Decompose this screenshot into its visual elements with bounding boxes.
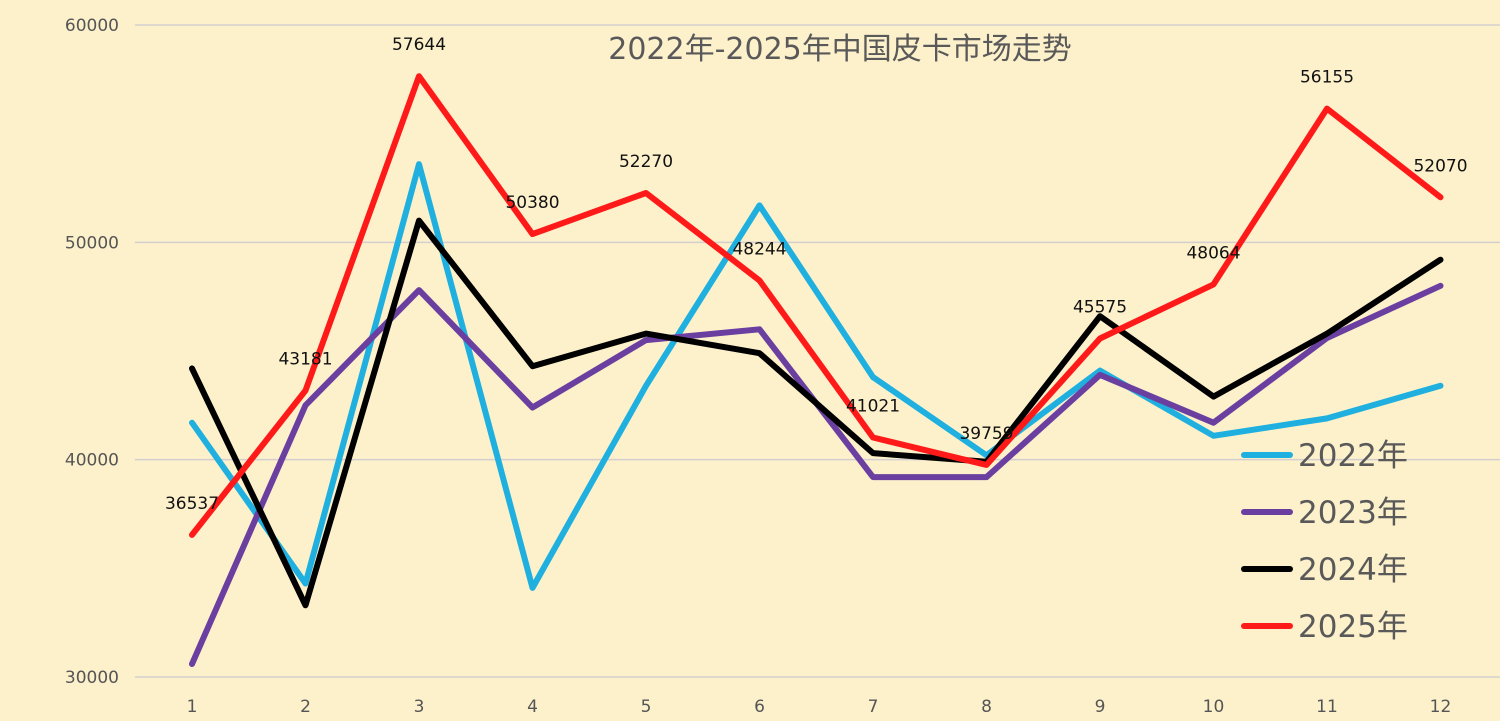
x-tick-label: 10 bbox=[1203, 697, 1225, 717]
x-tick-label: 1 bbox=[187, 697, 198, 717]
series-lines bbox=[189, 73, 1444, 667]
x-tick-label: 7 bbox=[868, 697, 879, 717]
x-axis: 1 2 3 4 5 6 7 8 9 10 11 12 bbox=[187, 697, 1452, 717]
x-tick-label: 6 bbox=[754, 697, 765, 717]
legend-label: 2025年 bbox=[1298, 609, 1408, 645]
y-tick-label: 60000 bbox=[65, 16, 119, 36]
y-tick-label: 30000 bbox=[65, 668, 119, 688]
series-line-2022年 bbox=[189, 161, 1444, 591]
data-labels: 36537 43181 57644 50380 52270 48244 41021 39759… bbox=[165, 35, 1468, 514]
x-tick-label: 4 bbox=[527, 697, 538, 717]
data-label: 45575 bbox=[1073, 298, 1127, 318]
x-tick-label: 12 bbox=[1430, 697, 1452, 717]
series-line-2024年 bbox=[189, 217, 1444, 609]
x-tick-label: 5 bbox=[641, 697, 652, 717]
y-tick-label: 50000 bbox=[65, 233, 119, 253]
series-line-2025年 bbox=[189, 73, 1444, 538]
data-label: 39759 bbox=[959, 424, 1013, 444]
data-label: 48244 bbox=[732, 239, 786, 259]
data-label: 36537 bbox=[165, 494, 219, 514]
legend-label: 2023年 bbox=[1298, 495, 1408, 531]
x-tick-label: 2 bbox=[300, 697, 311, 717]
chart-title: 2022年-2025年中国皮卡市场走势 bbox=[608, 32, 1072, 67]
data-label: 56155 bbox=[1300, 68, 1354, 88]
data-label: 48064 bbox=[1186, 243, 1240, 263]
y-axis: 30000 40000 50000 60000 bbox=[65, 16, 119, 688]
x-tick-label: 8 bbox=[981, 697, 992, 717]
grid-lines bbox=[135, 24, 1500, 678]
x-tick-label: 3 bbox=[414, 697, 425, 717]
data-label: 52270 bbox=[619, 152, 673, 172]
data-label: 57644 bbox=[392, 35, 446, 55]
x-tick-label: 11 bbox=[1316, 697, 1338, 717]
data-label: 43181 bbox=[278, 350, 332, 370]
data-label: 41021 bbox=[846, 396, 900, 416]
x-tick-label: 9 bbox=[1095, 697, 1106, 717]
legend-label: 2022年 bbox=[1298, 438, 1408, 474]
legend-label: 2024年 bbox=[1298, 552, 1408, 588]
legend: 2022年 2023年 2024年 2025年 bbox=[1241, 438, 1408, 645]
data-label: 50380 bbox=[505, 193, 559, 213]
data-label: 52070 bbox=[1413, 156, 1467, 176]
y-tick-label: 40000 bbox=[65, 451, 119, 471]
